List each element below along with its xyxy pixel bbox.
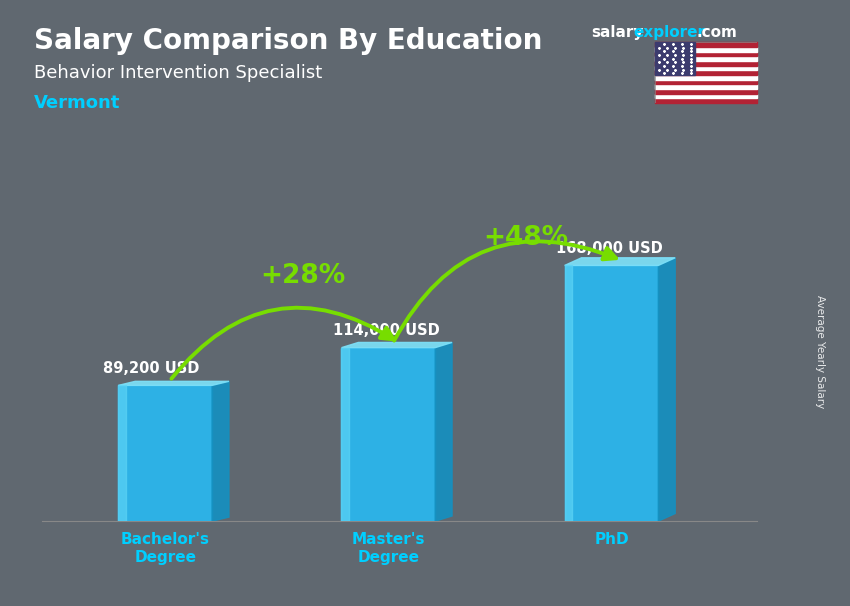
Polygon shape [342, 342, 452, 348]
Text: .com: .com [697, 25, 738, 41]
FancyArrowPatch shape [172, 308, 394, 379]
Bar [654, 42, 695, 75]
Text: 114,000 USD: 114,000 USD [332, 323, 439, 338]
Polygon shape [658, 258, 675, 521]
Bar [654, 42, 756, 47]
Text: 168,000 USD: 168,000 USD [556, 241, 662, 256]
Polygon shape [118, 385, 212, 521]
Text: salary: salary [591, 25, 643, 41]
Polygon shape [212, 381, 229, 521]
Text: +28%: +28% [260, 263, 345, 289]
Bar [654, 84, 756, 89]
Polygon shape [118, 381, 229, 385]
Polygon shape [435, 342, 452, 521]
Polygon shape [118, 385, 126, 521]
Bar [654, 47, 756, 52]
Text: Average Yearly Salary: Average Yearly Salary [815, 295, 825, 408]
Text: explorer: explorer [633, 25, 706, 41]
FancyArrowPatch shape [394, 241, 616, 341]
Polygon shape [564, 258, 675, 265]
Text: +48%: +48% [483, 225, 568, 251]
Bar [654, 75, 756, 80]
Bar [654, 98, 756, 103]
Polygon shape [342, 348, 435, 521]
Text: Vermont: Vermont [34, 94, 121, 112]
Bar [654, 70, 756, 75]
Polygon shape [342, 348, 349, 521]
Bar [654, 89, 756, 94]
Text: Behavior Intervention Specialist: Behavior Intervention Specialist [34, 64, 322, 82]
Polygon shape [564, 265, 658, 521]
Bar [654, 52, 756, 56]
Bar [654, 61, 756, 65]
Text: Salary Comparison By Education: Salary Comparison By Education [34, 27, 542, 55]
Bar [654, 65, 756, 70]
Bar [654, 80, 756, 84]
Text: 89,200 USD: 89,200 USD [103, 361, 199, 376]
Polygon shape [564, 265, 572, 521]
Bar [654, 56, 756, 61]
Bar [654, 94, 756, 98]
